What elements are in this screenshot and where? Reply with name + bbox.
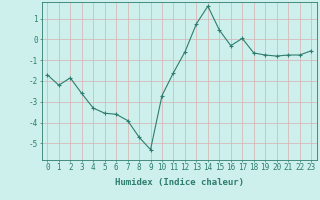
X-axis label: Humidex (Indice chaleur): Humidex (Indice chaleur)	[115, 178, 244, 187]
